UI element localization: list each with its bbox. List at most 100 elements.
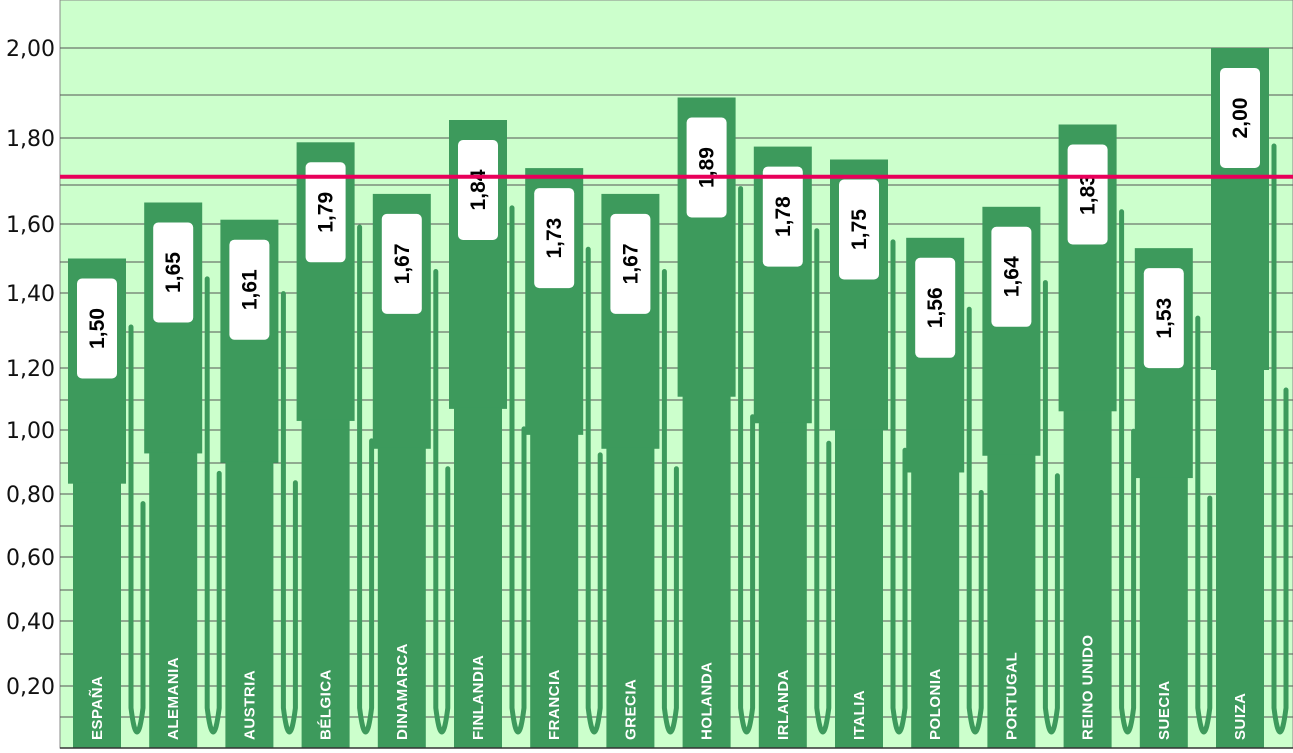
category-label: ESPAÑA [88, 676, 106, 740]
value-label-box [991, 226, 1032, 327]
bar-neck [301, 419, 350, 748]
bar-neck [454, 407, 502, 748]
bar-neck [835, 429, 883, 748]
bar-finlandia: 1,84 FINLANDIA [449, 120, 527, 748]
bar-dinamarca: 1,67 DINAMARCA [372, 193, 451, 748]
value-label: 1,73 [543, 218, 566, 259]
y-axis: 2,00 1,80 1,60 1,40 1,20 1,00 0,80 0,60 0,40 0,20 [6, 37, 55, 700]
category-label: ITALIA [851, 690, 868, 740]
bottle-curve [1271, 143, 1289, 735]
bar-españa: 1,50 ESPAÑA [68, 258, 146, 748]
value-label: 1,53 [1153, 298, 1176, 339]
value-label: 1,84 [467, 169, 490, 210]
value-label-box [381, 213, 422, 314]
value-label-box [153, 222, 194, 323]
y-tick-label: 0,60 [6, 546, 55, 571]
value-label-box [534, 188, 575, 289]
bar-alemania: 1,65 ALEMANIA [144, 202, 222, 748]
y-tick-label: 0,80 [6, 483, 55, 508]
y-tick-label: 1,80 [6, 127, 55, 152]
value-label: 2,00 [1229, 98, 1252, 139]
bar-neck [1139, 477, 1188, 748]
value-label-box [305, 162, 346, 263]
category-label: POLONIA [927, 668, 944, 740]
bottle-curve [585, 246, 603, 735]
bar-neck [987, 454, 1036, 748]
y-tick-label: 1,00 [6, 419, 55, 444]
category-label: SUECIA [1156, 680, 1173, 740]
value-label: 1,50 [86, 308, 109, 349]
category-label: ALEMANIA [165, 657, 182, 740]
category-label: DINAMARCA [394, 643, 411, 740]
value-label: 1,64 [1000, 256, 1023, 297]
bottle-curve [1195, 315, 1213, 735]
bar-neck [1216, 369, 1264, 748]
bar-italia: 1,75 ITALIA [830, 159, 908, 748]
value-label-box [610, 213, 651, 314]
bar-suiza: 2,00 SUIZA [1211, 48, 1289, 748]
y-tick-label: 1,40 [6, 282, 55, 307]
bottle-curve [433, 268, 451, 735]
bar-neck [1063, 410, 1112, 748]
category-label: PORTUGAL [1003, 652, 1020, 740]
bar-neck [377, 447, 426, 748]
value-label: 1,65 [162, 252, 185, 293]
value-label: 1,83 [1077, 174, 1100, 215]
bottle-curve [966, 306, 984, 735]
bars: 1,50 ESPAÑA 1,65 ALEMANIA 1,61 AUSTRIA 1,79 BÉL… [68, 48, 1289, 748]
bar-bélgica: 1,79 BÉLGICA [296, 142, 375, 748]
value-label: 1,61 [238, 269, 261, 310]
value-label-box [915, 257, 956, 358]
value-label: 1,75 [848, 209, 871, 250]
value-label-box [1143, 268, 1184, 369]
category-label: FRANCIA [546, 669, 563, 740]
y-tick-label: 1,20 [6, 357, 55, 382]
value-label: 1,67 [619, 243, 642, 284]
bottle-curve [814, 228, 832, 735]
bottle-curve [1042, 280, 1060, 735]
bar-irlanda: 1,78 IRLANDA [753, 146, 832, 748]
y-tick-label: 0,40 [6, 610, 55, 635]
y-tick-label: 0,20 [6, 675, 55, 700]
bottle-curve [1119, 209, 1137, 735]
bar-holanda: 1,89 HOLANDA [677, 97, 756, 748]
bar-neck [225, 461, 274, 748]
bar-grecia: 1,67 GRECIA [601, 193, 679, 748]
value-label: 1,89 [696, 147, 719, 188]
value-label: 1,56 [924, 287, 947, 328]
bar-reino-unido: 1,83 REINO UNIDO [1058, 124, 1137, 748]
bar-francia: 1,73 FRANCIA [525, 168, 603, 748]
bar-neck [149, 452, 198, 748]
value-label-box [458, 140, 498, 240]
value-label-box [1067, 144, 1108, 245]
category-label: FINLANDIA [470, 655, 487, 740]
category-label: AUSTRIA [241, 670, 258, 740]
bar-neck [911, 471, 960, 748]
category-label: REINO UNIDO [1080, 634, 1097, 740]
bottle-curve [357, 224, 375, 735]
y-tick-label: 2,00 [6, 37, 55, 62]
bar-neck [73, 482, 121, 748]
value-label: 1,79 [315, 192, 338, 233]
bar-polonia: 1,56 POLONIA [906, 237, 984, 748]
value-label-box [229, 239, 270, 340]
bar-suecia: 1,53 SUECIA [1134, 248, 1213, 748]
bar-neck [530, 433, 579, 748]
value-label: 1,67 [391, 243, 414, 284]
bar-neck [758, 422, 807, 748]
bottle-curve [890, 239, 908, 735]
category-label: BÉLGICA [318, 669, 335, 740]
bar-neck [682, 395, 731, 748]
value-label-box [762, 166, 803, 267]
category-label: IRLANDA [775, 669, 792, 740]
value-label-box [1220, 68, 1260, 168]
category-label: SUIZA [1232, 693, 1249, 741]
bottle-curve [509, 205, 527, 735]
y-tick-label: 1,60 [6, 213, 55, 238]
category-label: HOLANDA [699, 662, 716, 741]
category-label: GRECIA [622, 679, 639, 740]
bottle-curve [128, 324, 146, 735]
bottle-curve [738, 186, 756, 735]
value-label-box [77, 278, 117, 379]
